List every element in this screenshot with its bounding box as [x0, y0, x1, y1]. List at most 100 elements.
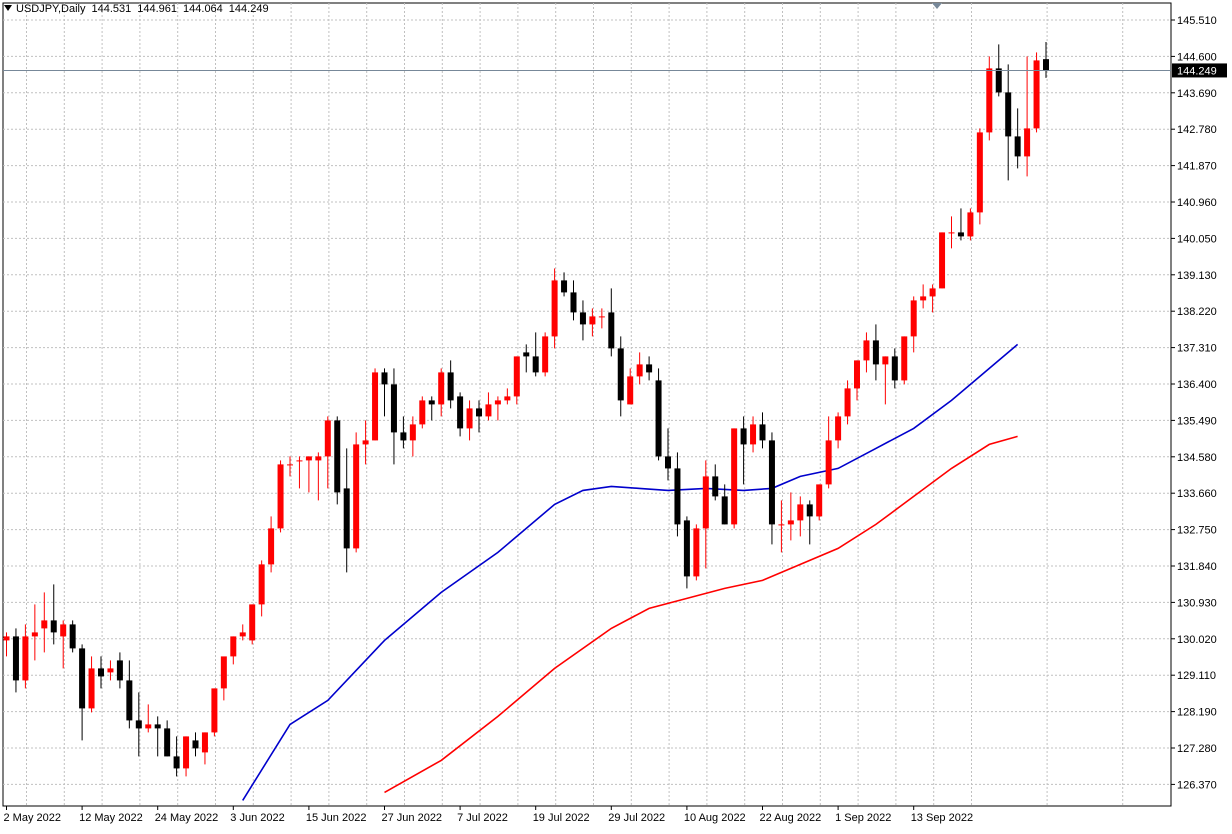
candle-body	[872, 340, 879, 365]
candle-body	[390, 384, 397, 433]
x-tick-label: 27 Jun 2022	[382, 812, 443, 824]
candle-body	[683, 520, 690, 577]
candle-body	[1033, 60, 1040, 129]
candle-body	[825, 440, 832, 485]
candle-body	[126, 680, 133, 721]
y-tick-label: 140.960	[1177, 197, 1217, 209]
candle-body	[797, 504, 804, 521]
chart-header: USDJPY,Daily 144.531 144.961 144.064 144.249	[4, 3, 275, 15]
candle-body	[929, 288, 936, 297]
candle-body	[570, 292, 577, 313]
candle-body	[192, 740, 199, 749]
price-label-box	[1172, 63, 1227, 78]
candle-body	[816, 484, 823, 517]
candle-body	[806, 504, 813, 517]
candle-body	[750, 424, 757, 445]
candle-body	[315, 456, 322, 461]
open-value: 144.531	[91, 3, 132, 15]
candle-body	[627, 376, 634, 405]
candle-body	[249, 604, 256, 641]
x-tick-label: 1 Sep 2022	[835, 812, 891, 824]
candle-body	[334, 420, 341, 493]
candle-body	[579, 312, 586, 325]
x-tick-label: 13 Sep 2022	[911, 812, 973, 824]
candle-body	[428, 400, 435, 405]
x-tick-label: 3 Jun 2022	[230, 812, 284, 824]
dropdown-triangle-icon[interactable]	[4, 5, 12, 11]
candle-body	[768, 440, 775, 525]
y-tick-label: 132.750	[1177, 525, 1217, 537]
y-tick-label: 128.190	[1177, 707, 1217, 719]
y-tick-label: 130.930	[1177, 597, 1217, 609]
candle-body	[939, 232, 946, 289]
x-tick-label: 10 Aug 2022	[684, 812, 746, 824]
candle-body	[759, 424, 766, 441]
y-tick-label: 131.840	[1177, 561, 1217, 573]
y-tick-label: 137.310	[1177, 343, 1217, 355]
candle-body	[154, 724, 161, 729]
candle-body	[882, 356, 889, 365]
x-tick-label: 7 Jul 2022	[457, 812, 508, 824]
candle-body	[787, 520, 794, 525]
candle-body	[173, 756, 180, 769]
candle-body	[381, 372, 388, 385]
candle-body	[485, 404, 492, 417]
candle-body	[79, 648, 86, 709]
candle-body	[230, 636, 237, 657]
candle-body	[287, 464, 293, 466]
candle-body	[655, 380, 662, 457]
y-tick-label: 145.510	[1177, 15, 1217, 27]
candle-body	[98, 668, 104, 677]
candle-body	[1005, 92, 1012, 137]
candle-body	[296, 460, 303, 462]
y-tick-label: 143.690	[1177, 88, 1217, 100]
candle-body	[183, 736, 190, 769]
y-tick-label: 126.370	[1177, 779, 1217, 791]
x-tick-label: 2 May 2022	[4, 812, 61, 824]
candle-body	[22, 636, 29, 681]
ma-slow-line	[384, 435, 1018, 794]
candle-body	[305, 456, 312, 461]
candle-body	[12, 636, 19, 681]
candle-body	[476, 408, 482, 417]
candle-body	[135, 720, 142, 729]
candle-body	[863, 340, 870, 361]
candle-body	[220, 656, 227, 689]
candle-body	[712, 476, 719, 497]
price-label: 144.249	[1177, 65, 1217, 77]
candle-body	[636, 364, 643, 377]
candle-body	[3, 636, 10, 641]
candle-body	[268, 528, 275, 565]
candle-body	[844, 388, 851, 417]
candle-body	[31, 632, 38, 637]
y-tick-label: 127.280	[1177, 743, 1217, 755]
candle-body	[608, 312, 615, 349]
candle-body	[1024, 128, 1031, 157]
symbol-timeframe: USDJPY,Daily	[16, 3, 86, 15]
candle-body	[41, 620, 48, 629]
candle-body	[665, 456, 671, 469]
candle-body	[466, 408, 473, 429]
y-tick-label: 140.050	[1177, 233, 1217, 245]
candle-body	[646, 364, 653, 373]
candle-body	[343, 488, 350, 549]
candle-body	[400, 432, 407, 441]
candle-body	[542, 336, 549, 373]
candle-body	[1014, 136, 1021, 157]
plot-area	[3, 41, 1049, 801]
chart-shift-icon[interactable]	[932, 3, 942, 9]
y-tick-label: 130.020	[1177, 634, 1217, 646]
candle-body	[693, 528, 700, 577]
high-value: 144.961	[137, 3, 178, 15]
candle-body	[589, 316, 596, 325]
y-tick-label: 138.220	[1177, 306, 1217, 318]
candle-body	[211, 688, 218, 733]
y-tick-label: 133.660	[1177, 488, 1217, 500]
candle-body	[457, 396, 464, 429]
candle-body	[504, 396, 511, 401]
y-tick-label: 144.600	[1177, 51, 1217, 63]
candle-body	[976, 132, 983, 213]
candle-body	[69, 624, 76, 649]
